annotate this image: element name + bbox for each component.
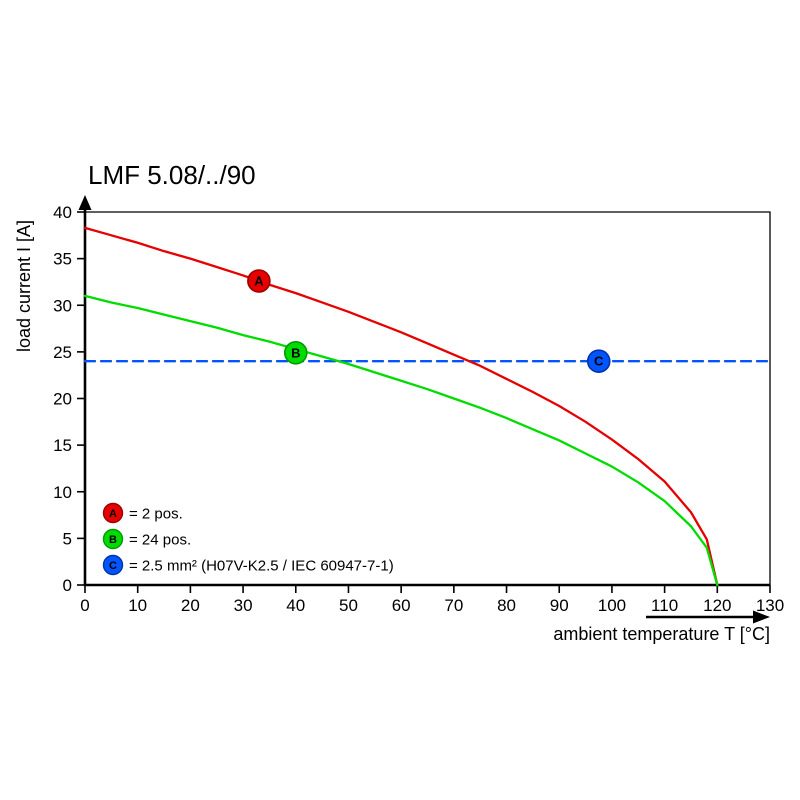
x-tick-label: 100 (598, 596, 626, 615)
legend-letter-B: B (109, 534, 117, 546)
chart-title: LMF 5.08/../90 (88, 160, 256, 190)
legend-letter-A: A (109, 508, 117, 520)
legend: A = 2 pos. B = 24 pos. C = 2.5 mm² (H07V-K2.5… (102, 502, 394, 576)
x-tick-label: 40 (286, 596, 305, 615)
marker-A: A (247, 269, 271, 293)
x-tick-label: 20 (181, 596, 200, 615)
y-tick-label: 35 (53, 250, 72, 269)
y-tick-label: 20 (53, 390, 72, 409)
plot-area: 0 10 20 30 40 50 60 70 80 90 100 110 120 130 0 5 10 15 20 2… (53, 195, 784, 615)
marker-A-letter: A (254, 274, 264, 289)
y-tick-label: 30 (53, 296, 72, 315)
legend-text-C: = 2.5 mm² (H07V-K2.5 / IEC 60947-7-1) (129, 558, 394, 575)
x-tick-label: 10 (128, 596, 147, 615)
x-axis-direction-arrow-icon (646, 610, 770, 624)
x-tick-label: 60 (392, 596, 411, 615)
x-axis-label: ambient temperature T [°C] (553, 624, 770, 644)
marker-A-circle-icon (247, 269, 271, 293)
legend-item-C: C = 2.5 mm² (H07V-K2.5 / IEC 60947-7-1) (102, 554, 394, 576)
series-B-curve (83, 294, 719, 587)
plot-frame (85, 211, 771, 585)
y-tick-label: 5 (63, 529, 72, 548)
x-tick-label: 0 (80, 596, 89, 615)
legend-marker-A-icon (102, 502, 124, 524)
y-tick-label: 40 (53, 203, 72, 222)
y-tick-label: 15 (53, 436, 72, 455)
legend-text-B: = 24 pos. (129, 532, 191, 549)
legend-letter-C: C (109, 560, 117, 572)
y-axis-label: load current I [A] (14, 220, 34, 352)
x-tick-label: 70 (444, 596, 463, 615)
x-tick-label: 110 (651, 596, 678, 615)
marker-C: C (586, 349, 611, 374)
legend-marker-B-icon (102, 528, 124, 550)
x-tick-label: 130 (756, 596, 784, 615)
y-axis-arrow-icon (78, 195, 92, 210)
x-tick-label: 30 (234, 596, 253, 615)
series-A-curve (83, 226, 719, 587)
x-tick-label: 80 (497, 596, 516, 615)
x-tick-label: 90 (550, 596, 569, 615)
y-tick-label: 10 (53, 483, 72, 502)
legend-item-A: A = 2 pos. (102, 502, 183, 524)
legend-marker-C-icon (102, 554, 124, 576)
x-tick-label: 120 (703, 596, 731, 615)
marker-C-letter: C (594, 354, 604, 369)
marker-B-letter: B (291, 345, 300, 360)
marker-C-circle-icon (586, 349, 611, 374)
marker-B: B (283, 341, 308, 365)
y-tick-label: 25 (53, 343, 72, 362)
legend-text-A: = 2 pos. (129, 506, 183, 523)
x-tick-label: 50 (339, 596, 358, 615)
legend-item-B: B = 24 pos. (102, 528, 191, 550)
marker-B-circle-icon (283, 341, 308, 365)
y-tick-label: 0 (63, 576, 72, 595)
